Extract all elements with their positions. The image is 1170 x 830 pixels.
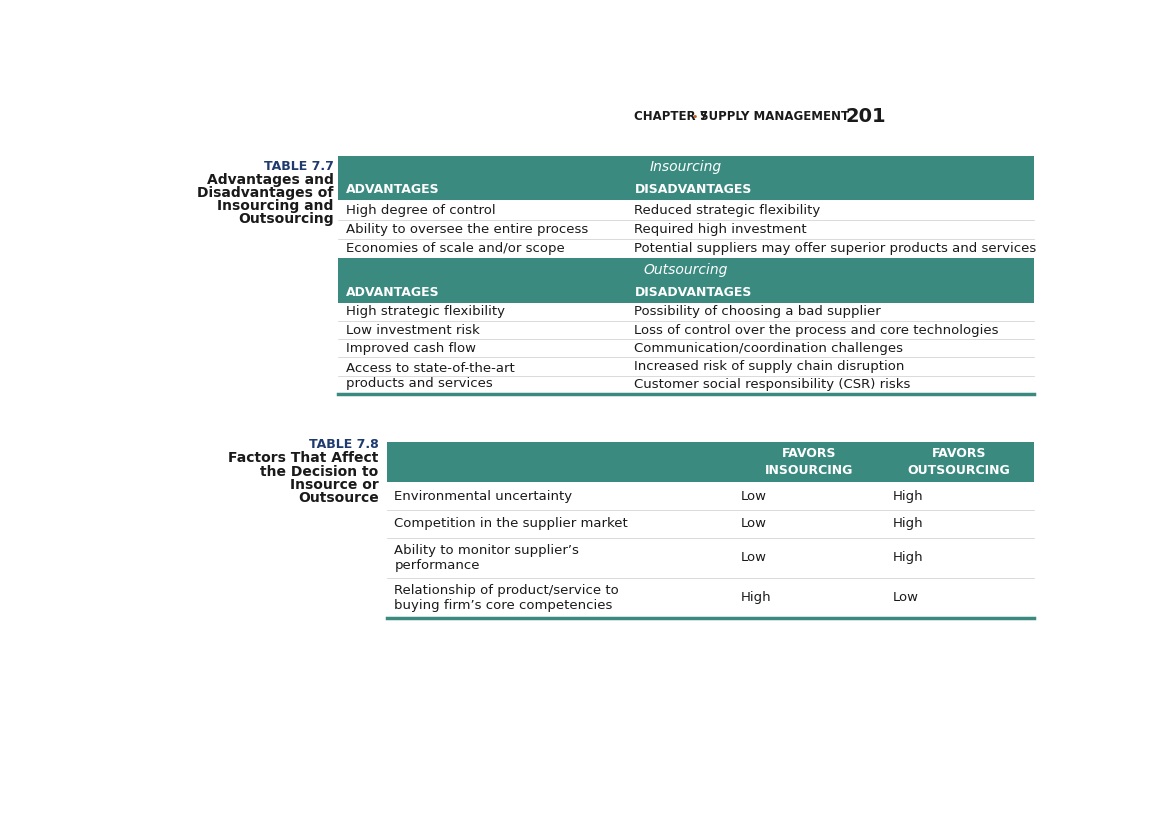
Text: Possibility of choosing a bad supplier: Possibility of choosing a bad supplier [634, 305, 881, 319]
Text: Outsourcing: Outsourcing [644, 263, 728, 276]
Bar [338, 201, 1033, 258]
Text: Low investment risk: Low investment risk [346, 324, 480, 337]
Text: Advantages and: Advantages and [207, 173, 333, 187]
Text: Low: Low [741, 517, 766, 530]
Text: Competition in the supplier market: Competition in the supplier market [394, 517, 628, 530]
Text: CHAPTER 7: CHAPTER 7 [634, 110, 708, 123]
Bar [386, 442, 1033, 482]
Bar [338, 281, 1033, 303]
Text: Low: Low [741, 551, 766, 564]
Text: Insourcing: Insourcing [651, 160, 722, 174]
Text: Disadvantages of: Disadvantages of [198, 186, 333, 200]
Bar [386, 510, 1033, 538]
Text: 201: 201 [845, 107, 886, 126]
Text: ADVANTAGES: ADVANTAGES [346, 286, 440, 299]
Bar [338, 179, 1033, 201]
Text: Economies of scale and/or scope: Economies of scale and/or scope [346, 242, 565, 255]
Bar [386, 578, 1033, 618]
Text: Insource or: Insource or [290, 478, 379, 491]
Text: DISADVANTAGES: DISADVANTAGES [634, 183, 752, 196]
Text: Outsource: Outsource [298, 491, 379, 505]
Text: Potential suppliers may offer superior products and services: Potential suppliers may offer superior p… [634, 242, 1037, 255]
Text: Customer social responsibility (CSR) risks: Customer social responsibility (CSR) ris… [634, 378, 911, 391]
Text: Low: Low [893, 591, 918, 604]
Text: FAVORS
INSOURCING: FAVORS INSOURCING [764, 447, 853, 477]
Text: Access to state-of-the-art
products and services: Access to state-of-the-art products and … [346, 362, 515, 389]
Text: High degree of control: High degree of control [346, 203, 496, 217]
Text: Environmental uncertainty: Environmental uncertainty [394, 490, 572, 503]
Text: Ability to oversee the entire process: Ability to oversee the entire process [346, 222, 589, 236]
Text: Outsourcing: Outsourcing [239, 212, 333, 226]
Bar [386, 538, 1033, 578]
Text: High: High [893, 490, 923, 503]
Text: Factors That Affect: Factors That Affect [228, 452, 379, 466]
Bar [338, 156, 1033, 179]
Bar [338, 258, 1033, 281]
Text: Loss of control over the process and core technologies: Loss of control over the process and cor… [634, 324, 999, 337]
Text: Ability to monitor supplier’s
performance: Ability to monitor supplier’s performanc… [394, 544, 579, 572]
Text: Insourcing and: Insourcing and [218, 199, 333, 213]
Text: Communication/coordination challenges: Communication/coordination challenges [634, 342, 903, 354]
Text: ADVANTAGES: ADVANTAGES [346, 183, 440, 196]
Text: Reduced strategic flexibility: Reduced strategic flexibility [634, 203, 820, 217]
Text: FAVORS
OUTSOURCING: FAVORS OUTSOURCING [908, 447, 1011, 477]
Text: High: High [893, 551, 923, 564]
Text: Required high investment: Required high investment [634, 222, 807, 236]
Text: Increased risk of supply chain disruption: Increased risk of supply chain disruptio… [634, 360, 904, 373]
Text: High: High [741, 591, 771, 604]
Bar [338, 303, 1033, 393]
Text: Relationship of product/service to
buying firm’s core competencies: Relationship of product/service to buyin… [394, 583, 619, 612]
Bar [386, 482, 1033, 510]
Text: TABLE 7.7: TABLE 7.7 [264, 159, 333, 173]
Text: TABLE 7.8: TABLE 7.8 [309, 438, 379, 452]
Text: SUPPLY MANAGEMENT: SUPPLY MANAGEMENT [700, 110, 848, 123]
Text: Improved cash flow: Improved cash flow [346, 342, 476, 354]
Text: High: High [893, 517, 923, 530]
Text: •: • [691, 111, 698, 121]
Text: High strategic flexibility: High strategic flexibility [346, 305, 505, 319]
Text: DISADVANTAGES: DISADVANTAGES [634, 286, 752, 299]
Text: Low: Low [741, 490, 766, 503]
Text: the Decision to: the Decision to [261, 465, 379, 479]
